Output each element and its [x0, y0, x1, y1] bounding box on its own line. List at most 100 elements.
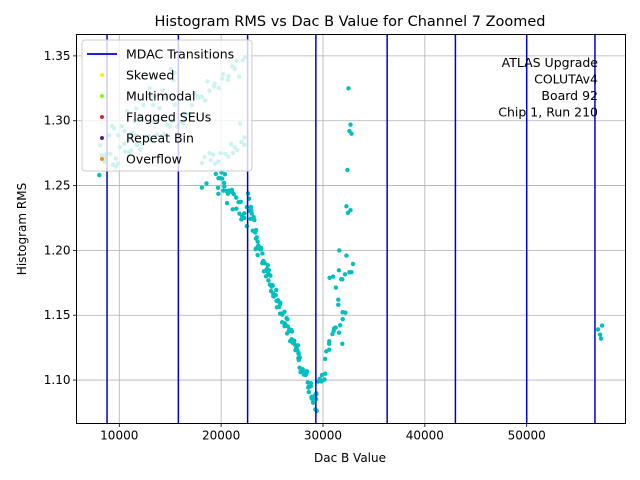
data-point	[255, 252, 260, 258]
data-point	[289, 329, 295, 334]
x-tick-label: 10000	[100, 429, 138, 443]
legend: MDAC Transitions Skewed Multimodal Flagged …	[81, 39, 253, 172]
mdac-transition-lines	[106, 34, 596, 424]
data-point	[344, 204, 349, 209]
data-point	[595, 327, 601, 332]
data-point	[265, 263, 270, 268]
x-tick-label: 30000	[304, 429, 342, 443]
annotation-line: Board 92	[541, 88, 598, 103]
data-point	[350, 261, 356, 267]
data-point	[295, 343, 301, 348]
legend-dot-swatch	[100, 94, 104, 98]
data-point	[337, 248, 342, 253]
data-point	[327, 275, 332, 281]
data-point	[244, 204, 250, 210]
annotation-line: Chip 1, Run 210	[498, 105, 598, 120]
data-point	[292, 342, 297, 347]
data-point	[284, 315, 289, 321]
x-tick-label: 20000	[202, 429, 240, 443]
data-point	[345, 167, 350, 173]
x-axis-label: Dac B Value	[314, 451, 386, 465]
plot-frame	[76, 34, 626, 424]
data-point	[253, 230, 258, 235]
data-point	[277, 301, 283, 307]
data-point	[322, 377, 327, 382]
data-point	[599, 323, 605, 328]
legend-label: MDAC Transitions	[126, 47, 234, 62]
data-point	[266, 278, 271, 283]
data-point	[340, 316, 345, 322]
data-point	[336, 268, 342, 273]
data-point	[336, 297, 341, 302]
data-point	[344, 253, 349, 258]
data-point	[215, 185, 221, 191]
data-point	[308, 383, 313, 389]
data-point	[330, 274, 336, 279]
data-point	[323, 371, 328, 376]
data-point	[327, 347, 332, 352]
y-tick-label: 1.20	[44, 243, 71, 257]
data-point	[253, 246, 258, 252]
x-tick-label: 50000	[508, 429, 546, 443]
y-tick-label: 1.35	[44, 49, 71, 63]
data-point	[260, 259, 266, 264]
legend-label: Skewed	[126, 68, 174, 83]
data-point	[285, 324, 291, 329]
data-point	[248, 204, 254, 210]
data-point	[304, 369, 310, 374]
data-point	[336, 302, 341, 308]
data-point	[273, 292, 278, 298]
legend-dot-swatch	[100, 136, 104, 140]
legend-label: Overflow	[126, 152, 182, 167]
data-point	[216, 191, 221, 197]
data-point	[219, 176, 225, 181]
data-point	[255, 239, 260, 244]
data-point	[349, 131, 354, 136]
data-point	[346, 86, 351, 91]
data-point	[326, 341, 332, 346]
legend-label: Flagged SEUs	[126, 110, 211, 125]
legend-dot-swatch	[100, 73, 104, 77]
data-point	[282, 324, 287, 329]
data-point	[252, 217, 257, 223]
data-point	[340, 277, 345, 282]
data-point	[297, 355, 303, 360]
data-point	[221, 180, 227, 186]
data-point	[231, 192, 237, 197]
data-point	[292, 338, 297, 343]
data-point	[266, 267, 272, 273]
data-point	[319, 372, 325, 378]
data-point	[333, 285, 339, 290]
data-point	[222, 184, 227, 189]
y-tick-label: 1.25	[44, 179, 71, 193]
data-point	[274, 287, 279, 293]
data-point	[224, 200, 230, 206]
legend-label: Repeat Bin	[126, 131, 194, 146]
y-axis-label: Histogram RMS	[15, 183, 29, 275]
data-point	[349, 270, 354, 275]
data-point	[282, 309, 287, 314]
data-point	[260, 251, 265, 256]
data-point	[242, 215, 247, 221]
data-point	[597, 332, 603, 337]
legend-dot-swatch	[100, 115, 104, 119]
x-tick-label: 40000	[406, 429, 444, 443]
data-point	[258, 246, 264, 252]
chart-title: Histogram RMS vs Dac B Value for Channel…	[154, 14, 545, 30]
data-point	[333, 325, 338, 330]
y-axis-ticks: 1.10 1.15 1.20 1.25 1.30 1.35	[44, 49, 77, 387]
data-point	[234, 206, 239, 211]
x-axis-ticks: 10000 20000 30000 40000 50000	[100, 423, 546, 443]
data-point	[268, 273, 273, 278]
data-point	[249, 208, 254, 214]
annotation-line: ATLAS Upgrade	[502, 55, 599, 70]
data-point	[343, 310, 348, 315]
data-point	[296, 351, 301, 357]
data-point	[310, 400, 316, 405]
data-point	[242, 211, 247, 216]
data-point	[348, 208, 353, 213]
y-tick-label: 1.10	[44, 373, 71, 387]
data-point	[270, 283, 275, 288]
data-point	[306, 389, 311, 395]
data-point	[204, 181, 209, 186]
